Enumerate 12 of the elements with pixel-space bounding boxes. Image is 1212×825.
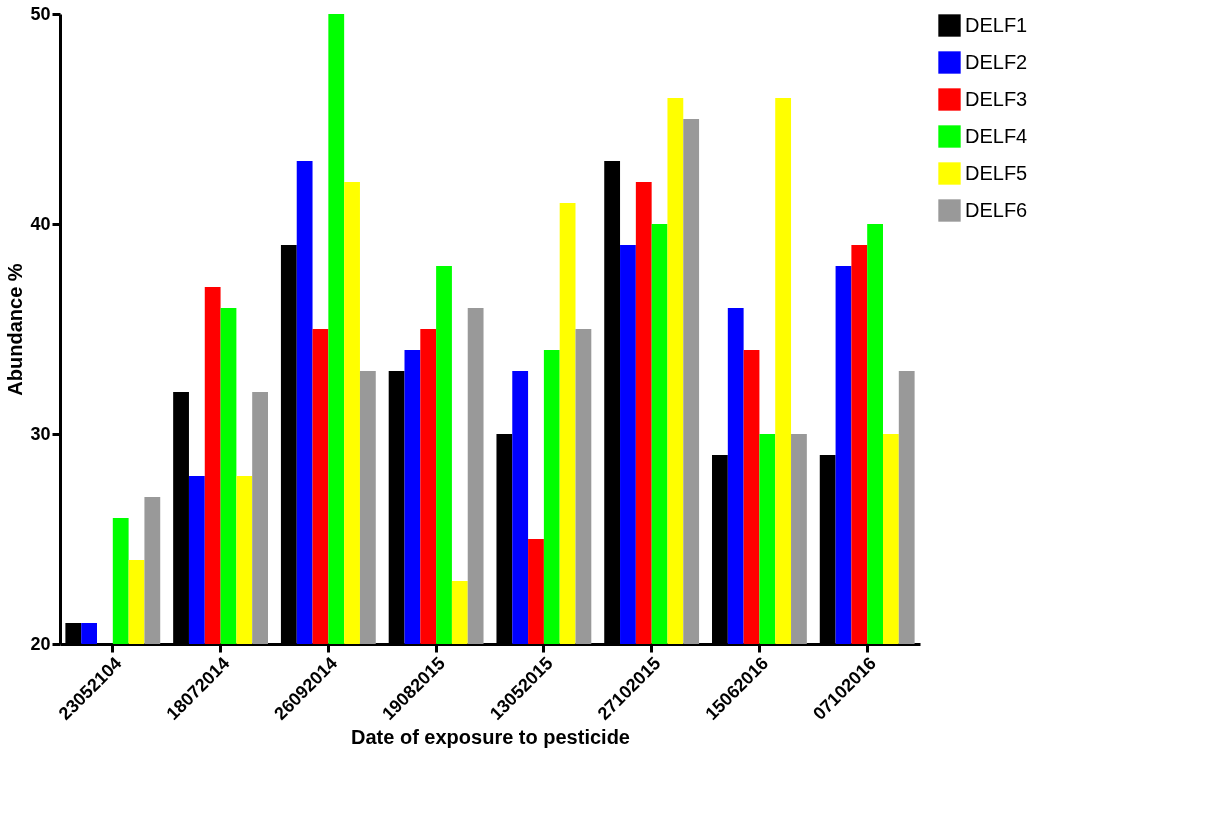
legend-label: DELF5 xyxy=(965,161,1028,184)
x-axis-title: Date of exposure to pesticide xyxy=(351,725,630,748)
y-tick-label: 30 xyxy=(30,423,51,444)
legend-label: DELF6 xyxy=(965,198,1028,221)
legend-label: DELF1 xyxy=(965,13,1028,36)
legend-label: DELF4 xyxy=(965,124,1028,147)
y-axis-title: Abundance % xyxy=(4,263,27,396)
legend-label: DELF2 xyxy=(965,50,1028,73)
y-tick-label: 40 xyxy=(30,213,51,234)
legend-label: DELF3 xyxy=(965,87,1028,110)
y-tick-label: 50 xyxy=(30,3,51,24)
y-tick-label: 20 xyxy=(30,633,51,654)
